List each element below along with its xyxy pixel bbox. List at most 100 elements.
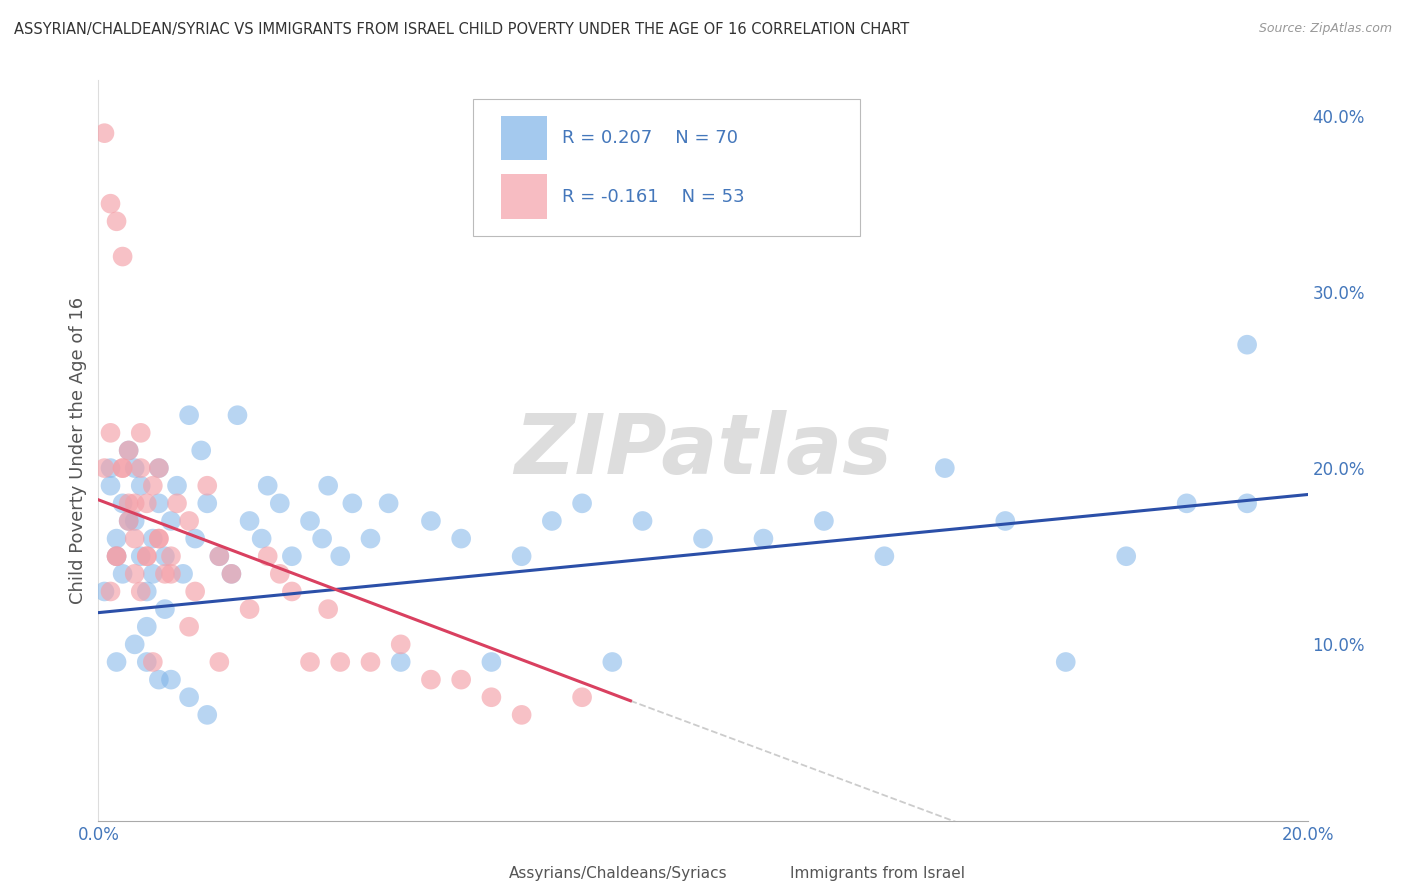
Point <box>148 532 170 546</box>
Point <box>221 566 243 581</box>
Point <box>129 479 152 493</box>
Point <box>153 549 176 564</box>
Point <box>153 602 176 616</box>
Point <box>129 461 152 475</box>
Point <box>571 496 593 510</box>
Point <box>1236 496 1258 510</box>
Point <box>135 549 157 564</box>
Point <box>111 496 134 510</box>
Point <box>226 408 249 422</box>
Point <box>111 566 134 581</box>
FancyBboxPatch shape <box>501 116 547 161</box>
Point <box>148 461 170 475</box>
Point <box>129 425 152 440</box>
Point <box>93 584 115 599</box>
Point <box>105 549 128 564</box>
Point <box>105 549 128 564</box>
Text: Source: ZipAtlas.com: Source: ZipAtlas.com <box>1258 22 1392 36</box>
Point <box>360 532 382 546</box>
Point <box>195 479 218 493</box>
Point <box>329 655 352 669</box>
Point <box>93 461 115 475</box>
Point <box>450 673 472 687</box>
Point <box>195 496 218 510</box>
Point <box>256 549 278 564</box>
Point <box>208 549 231 564</box>
Point <box>100 425 122 440</box>
Point <box>994 514 1017 528</box>
Point <box>100 479 122 493</box>
Point <box>111 461 134 475</box>
Y-axis label: Child Poverty Under the Age of 16: Child Poverty Under the Age of 16 <box>69 297 87 604</box>
Point <box>269 566 291 581</box>
Point <box>100 196 122 211</box>
Point <box>135 549 157 564</box>
Point <box>184 532 207 546</box>
Point <box>281 549 304 564</box>
Text: Immigrants from Israel: Immigrants from Israel <box>790 866 965 880</box>
Point <box>153 566 176 581</box>
Point <box>124 461 146 475</box>
Point <box>481 655 503 669</box>
Point <box>124 514 146 528</box>
Point <box>148 496 170 510</box>
Point <box>389 637 412 651</box>
Point <box>172 566 194 581</box>
Point <box>631 514 654 528</box>
Point <box>481 690 503 705</box>
Point <box>142 532 165 546</box>
FancyBboxPatch shape <box>501 174 547 219</box>
Point <box>160 566 183 581</box>
FancyBboxPatch shape <box>474 99 860 235</box>
Point <box>118 443 141 458</box>
Point <box>135 620 157 634</box>
Point <box>250 532 273 546</box>
Point <box>105 655 128 669</box>
Point <box>420 673 443 687</box>
Point <box>360 655 382 669</box>
Point <box>239 514 262 528</box>
Point <box>135 496 157 510</box>
Point <box>100 461 122 475</box>
Point <box>135 655 157 669</box>
Point <box>148 461 170 475</box>
Point <box>166 479 188 493</box>
Point <box>934 461 956 475</box>
Point <box>311 532 333 546</box>
Point <box>208 655 231 669</box>
Point <box>142 479 165 493</box>
Point <box>342 496 364 510</box>
Point <box>299 655 322 669</box>
Point <box>329 549 352 564</box>
Point <box>195 707 218 722</box>
Point <box>239 602 262 616</box>
Point <box>179 620 201 634</box>
Point <box>93 126 115 140</box>
Point <box>299 514 322 528</box>
Point <box>160 549 183 564</box>
Point <box>510 549 533 564</box>
Point <box>389 655 412 669</box>
Point <box>118 443 141 458</box>
Point <box>1175 496 1198 510</box>
Point <box>166 496 188 510</box>
Point <box>148 532 170 546</box>
Point <box>1115 549 1137 564</box>
Point <box>124 637 146 651</box>
Point <box>221 566 243 581</box>
Point <box>111 250 134 264</box>
Point <box>105 214 128 228</box>
Point <box>179 408 201 422</box>
Point <box>129 584 152 599</box>
Point <box>111 461 134 475</box>
Point <box>1236 337 1258 351</box>
Point <box>118 514 141 528</box>
Point <box>142 655 165 669</box>
Point <box>1054 655 1077 669</box>
Point <box>571 690 593 705</box>
Point <box>118 496 141 510</box>
Text: ZIPatlas: ZIPatlas <box>515 410 891 491</box>
Text: Assyrians/Chaldeans/Syriacs: Assyrians/Chaldeans/Syriacs <box>509 866 727 880</box>
Point <box>179 690 201 705</box>
Point <box>316 602 339 616</box>
